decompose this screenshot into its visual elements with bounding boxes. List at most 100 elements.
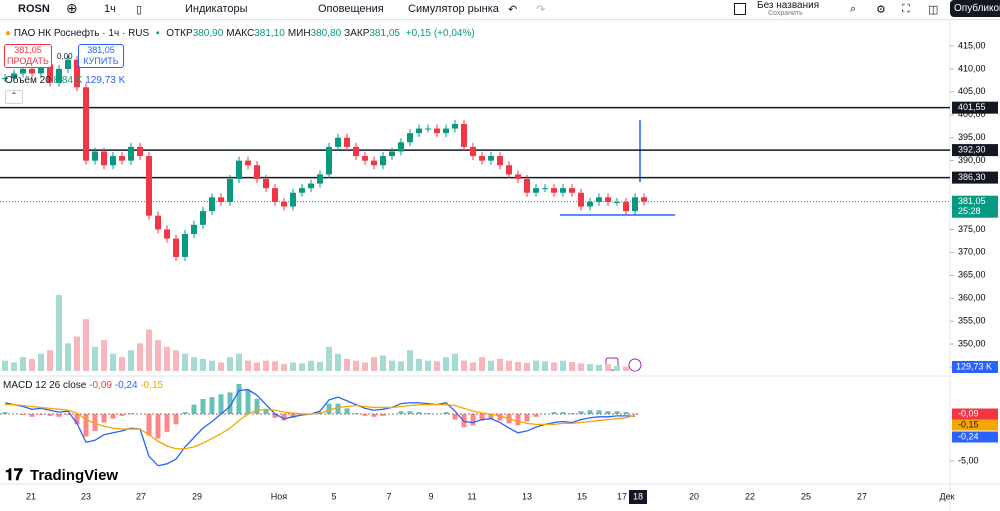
candle: [326, 146, 332, 175]
volume-bar: [596, 364, 602, 371]
macd-hist: [263, 409, 269, 414]
macd-hist: [506, 414, 512, 424]
sell-button[interactable]: 381,05 ПРОДАТЬ: [4, 44, 52, 68]
price-tick-label: 350,00: [958, 338, 986, 348]
price-tick-label: 370,00: [958, 247, 986, 257]
buy-button[interactable]: 381,05 КУПИТЬ: [78, 44, 124, 68]
candle: [65, 59, 71, 69]
macd-hist: [245, 389, 251, 414]
volume-bar: [101, 339, 107, 371]
candle: [128, 146, 134, 161]
snapshot-icon[interactable]: ◫: [928, 4, 939, 16]
volume-bar: [515, 362, 521, 371]
candle: [92, 151, 98, 161]
volume-legend: Объём 20 8,84 K 129,73 K: [5, 75, 125, 86]
candle: [623, 201, 629, 212]
volume-bar: [209, 360, 215, 371]
macd-hist: [290, 414, 296, 418]
volume-bar: [155, 339, 161, 371]
level-tag: [952, 171, 998, 184]
volume-bar: [443, 357, 449, 371]
macd-hist: [83, 414, 89, 437]
candle: [29, 68, 35, 74]
macd-hist: [353, 413, 359, 414]
price-tick-label: 410,00: [958, 63, 986, 73]
macd-hist: [398, 411, 404, 414]
price-tick-label: 415,00: [958, 40, 986, 50]
volume-bar: [461, 360, 467, 371]
macd-hist: [623, 412, 629, 414]
dividend-icon[interactable]: [628, 358, 642, 372]
volume-bar: [317, 362, 323, 371]
volume-bar: [119, 357, 125, 371]
macd-hist: [2, 412, 8, 414]
macd-hist: [200, 398, 206, 414]
macd-tag-label: -0,09: [958, 408, 979, 418]
checkbox[interactable]: [734, 3, 746, 15]
volume-bar: [614, 365, 620, 371]
macd-hist: [209, 397, 215, 414]
publish[interactable]: Опубликовать: [950, 0, 1000, 17]
candle: [101, 151, 107, 166]
volume-name: Объём 20: [5, 75, 51, 86]
candle: [560, 188, 566, 193]
interval[interactable]: 1ч: [104, 3, 116, 15]
time-cursor-tag: [629, 490, 647, 504]
price-tick-label: 405,00: [958, 86, 986, 96]
candle: [119, 156, 125, 161]
time-label: 11: [467, 491, 476, 501]
volume-bar: [47, 350, 53, 371]
candle: [587, 201, 593, 207]
volume-bar: [335, 353, 341, 371]
candle: [488, 156, 494, 161]
replay[interactable]: Симулятор рынка: [408, 3, 499, 15]
volume-bar: [488, 360, 494, 371]
time-label: 5: [331, 491, 336, 501]
candle: [371, 160, 377, 166]
collapse-button[interactable]: ⌃: [5, 90, 23, 104]
volume-bar: [299, 363, 305, 371]
undo[interactable]: ↶: [508, 4, 518, 16]
time-label: Ноя: [271, 491, 288, 501]
chart-type-icon[interactable]: ▯: [136, 4, 143, 16]
volume-bar: [434, 361, 440, 371]
volume-bar: [506, 360, 512, 371]
candle: [434, 128, 440, 134]
last-price-label: 381,05: [958, 196, 986, 206]
save[interactable]: Сохранить: [768, 10, 803, 17]
layout-name[interactable]: Без названия: [757, 0, 820, 11]
search-icon[interactable]: ⌕: [850, 3, 857, 15]
macd-hist: [182, 412, 188, 414]
earnings-icon[interactable]: [605, 357, 619, 371]
time-label: 29: [192, 491, 202, 501]
fullscreen-icon[interactable]: ⛶: [902, 3, 910, 15]
macd-hist: [335, 403, 341, 414]
symbol[interactable]: ROSN: [18, 3, 50, 15]
volume-tag: [952, 361, 998, 373]
ohlc-value: 381,05: [369, 28, 400, 39]
volume-bar: [533, 360, 539, 371]
candle: [605, 197, 611, 202]
settings-icon[interactable]: ⚙: [876, 4, 886, 16]
time-label: 17: [617, 491, 627, 501]
volume-bar: [497, 358, 503, 371]
indicators[interactable]: Индикаторы: [185, 3, 248, 15]
volume-bar: [542, 361, 548, 371]
candle: [254, 165, 260, 179]
candle: [362, 156, 368, 161]
volume-bar: [83, 319, 89, 371]
time-label: Дек: [939, 491, 954, 501]
add-icon[interactable]: ⊕: [66, 0, 78, 16]
candle: [335, 137, 341, 147]
macd-name: MACD 12 26 close: [3, 380, 87, 391]
macd-tag: [952, 408, 998, 420]
candle: [515, 174, 521, 179]
volume-bar: [353, 360, 359, 371]
macd-hist: [227, 392, 233, 414]
redo[interactable]: ↷: [536, 4, 546, 16]
sell-price: 381,05: [14, 45, 42, 55]
volume-bar: [29, 358, 35, 371]
alerts[interactable]: Оповещения: [318, 3, 384, 15]
